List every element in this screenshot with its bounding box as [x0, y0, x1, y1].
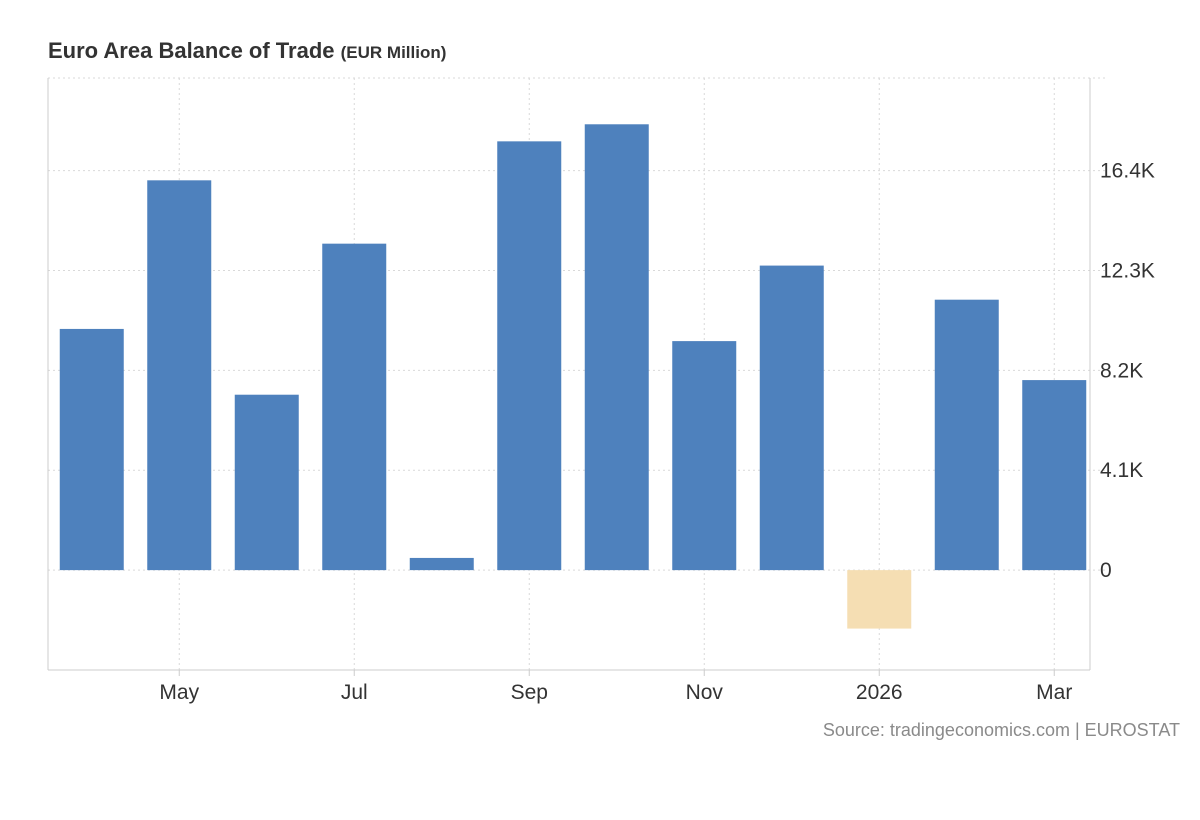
chart-title: Euro Area Balance of Trade (EUR Million) [48, 38, 446, 64]
x-tick-label: May [159, 681, 199, 704]
x-tick-label: Jul [341, 681, 368, 704]
y-tick-label: 16.4K [1100, 160, 1155, 183]
y-tick-label: 4.1K [1100, 459, 1143, 482]
x-tick-label: Nov [686, 681, 724, 704]
y-tick-label: 12.3K [1100, 259, 1155, 282]
y-tick-label: 0 [1100, 559, 1112, 582]
bar-dec[interactable] [759, 265, 824, 571]
bar-jun[interactable] [234, 394, 299, 571]
axes [47, 78, 1091, 676]
bar-oct[interactable] [584, 124, 649, 571]
bar-feb[interactable] [934, 299, 999, 571]
tick-labels: 0 4.1K 8.2K 12.3K 16.4K May Jul Sep Nov 2026 Mar [159, 160, 1154, 704]
bar-may[interactable] [147, 180, 212, 571]
bar-jan[interactable] [847, 570, 912, 629]
x-tick-label: Sep [511, 681, 548, 704]
bar-apr[interactable] [59, 328, 124, 571]
x-tick-label: Mar [1036, 681, 1072, 704]
bar-mar[interactable] [1022, 380, 1087, 571]
bar-nov[interactable] [672, 341, 737, 571]
x-tick-label: 2026 [856, 681, 903, 704]
bar-jul[interactable] [322, 243, 387, 571]
y-tick-label: 8.2K [1100, 359, 1143, 382]
bar-aug[interactable] [409, 557, 474, 571]
chart-unit: (EUR Million) [340, 43, 447, 62]
source-note: Source: tradingeconomics.com | EUROSTAT [822, 720, 1180, 740]
bar-sep[interactable] [497, 141, 562, 571]
bars [59, 124, 1087, 629]
chart-title-text: Euro Area Balance of Trade [48, 38, 335, 63]
